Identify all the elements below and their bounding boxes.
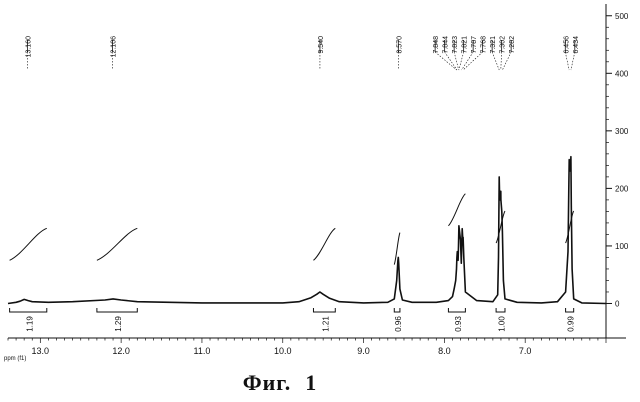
peak-label: 8.570 <box>396 36 403 54</box>
integral-bracket <box>10 308 47 312</box>
peak-label-leader <box>501 52 502 70</box>
y-tick-label: 500 <box>615 12 629 21</box>
figure-caption-label: Фиг. <box>243 370 292 396</box>
peak-label: 6.434 <box>573 36 580 54</box>
peak-label: 7.823 <box>452 36 459 54</box>
x-tick-label: 12.0 <box>112 346 130 356</box>
x-tick-label: 10.0 <box>274 346 292 356</box>
peak-label: 9.540 <box>318 36 325 54</box>
x-tick-label: 11.0 <box>194 346 211 356</box>
peak-label-leader <box>571 52 575 70</box>
integral-curve <box>97 228 137 260</box>
integral-bracket <box>496 308 505 312</box>
integral-label: 1.00 <box>498 316 507 332</box>
peak-label-leader <box>459 52 464 70</box>
integral-label: 0.99 <box>567 316 576 332</box>
peak-label-leader <box>445 52 457 70</box>
integral-label: 0.93 <box>454 316 463 332</box>
spectrum-line <box>8 157 606 304</box>
integral-curve <box>496 211 505 243</box>
peak-label: 7.848 <box>433 36 440 54</box>
x-tick-label: 13.0 <box>32 346 50 356</box>
integral-bracket <box>448 308 465 312</box>
x-tick-label: 8.0 <box>438 346 451 356</box>
y-tick-label: 400 <box>615 69 629 78</box>
integral-curve <box>313 228 335 260</box>
peak-label-leader <box>492 52 499 70</box>
figure-caption: Фиг. 1 <box>0 370 560 396</box>
x-axis-label: ppm (f1) <box>4 356 26 362</box>
peak-label: 12.106 <box>111 36 118 58</box>
figure-caption-number: 1 <box>305 370 317 396</box>
peak-label-leader <box>435 52 457 70</box>
integral-bracket <box>394 308 400 312</box>
integral-label: 1.19 <box>25 316 34 332</box>
peak-label: 7.321 <box>490 36 497 54</box>
y-tick-label: 100 <box>615 242 629 251</box>
peak-label-leader <box>463 52 483 70</box>
integral-curve <box>10 228 47 260</box>
peak-label-leader <box>462 52 474 70</box>
peak-label-leader <box>565 52 569 70</box>
peak-label: 7.787 <box>471 36 478 54</box>
peak-label: 7.844 <box>443 36 450 54</box>
y-tick-label: 200 <box>615 184 629 193</box>
peak-label: 13.160 <box>25 36 32 58</box>
integral-bracket <box>566 308 574 312</box>
integral-label: 1.21 <box>321 316 330 332</box>
peak-label-leader <box>502 52 511 70</box>
peak-label: 7.821 <box>462 36 469 54</box>
x-tick-label: 9.0 <box>357 346 370 356</box>
y-tick-label: 0 <box>615 299 620 308</box>
x-tick-label: 7.0 <box>519 346 532 356</box>
integral-label: 1.29 <box>114 316 123 332</box>
peak-label: 6.456 <box>563 36 570 54</box>
peak-label: 7.768 <box>481 36 488 54</box>
integral-bracket <box>313 308 335 312</box>
peak-label: 7.282 <box>509 36 516 54</box>
peak-label: 7.302 <box>500 36 507 54</box>
y-tick-label: 300 <box>615 127 629 136</box>
integral-bracket <box>97 308 137 312</box>
integral-label: 0.96 <box>394 316 403 332</box>
integral-curve <box>448 194 465 226</box>
